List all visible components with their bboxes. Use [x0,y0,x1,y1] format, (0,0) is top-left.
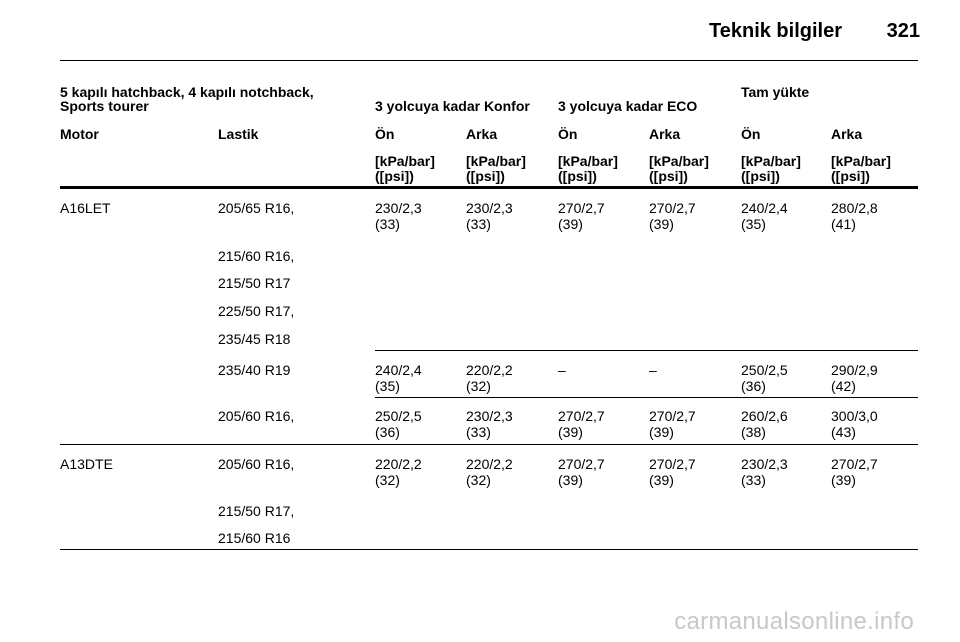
pressure-psi: (33) [466,216,491,232]
pressure-kpa: 230/2,3 [375,200,422,216]
row-rule [375,397,918,398]
col-rear-eco: Arka [649,126,681,142]
unit-psi: ([psi]) [831,168,870,184]
row-rule [60,444,918,445]
pressure-psi: (35) [741,216,766,232]
col-rear-konfor: Arka [466,126,498,142]
pressure-psi: (39) [558,424,583,440]
col-front-full: Ön [741,126,761,142]
col-front-konfor: Ön [375,126,395,142]
pressure-kpa: 270/2,7 [649,456,696,472]
row-rule [375,350,918,351]
page-header: Teknik bilgiler 321 [0,0,960,64]
page-title: Teknik bilgiler [709,20,842,42]
pressure-psi: (38) [741,424,766,440]
pressure-kpa: 230/2,3 [466,200,513,216]
engine-cell: A16LET [60,200,111,216]
unit-kpa: [kPa/bar] [649,153,709,169]
pressure-psi: (39) [558,216,583,232]
pressure-psi: (33) [466,424,491,440]
col-front-eco: Ön [558,126,578,142]
tire-cell: 235/40 R19 [218,362,291,378]
unit-kpa: [kPa/bar] [466,153,526,169]
pressure-psi: (36) [741,378,766,394]
pressure-kpa: 230/2,3 [466,408,513,424]
pressure-kpa: 270/2,7 [649,200,696,216]
pressure-psi: (33) [741,472,766,488]
unit-psi: ([psi]) [375,168,414,184]
pressure-kpa: 300/3,0 [831,408,878,424]
vehicle-type-line2: Sports tourer [60,98,149,114]
unit-kpa: [kPa/bar] [741,153,801,169]
pressure-psi: (32) [375,472,400,488]
pressure-kpa: 270/2,7 [558,456,605,472]
engine-cell: A13DTE [60,456,113,472]
unit-kpa: [kPa/bar] [558,153,618,169]
group-konfor: 3 yolcuya kadar Konfor [375,98,530,114]
group-eco: 3 yolcuya kadar ECO [558,98,698,114]
tire-cell: 205/60 R16, [218,408,295,424]
pressure-kpa: 290/2,9 [831,362,878,378]
pressure-kpa: 270/2,7 [831,456,878,472]
pressure-psi: (39) [649,472,674,488]
pressure-kpa: – [649,362,657,378]
unit-psi: ([psi]) [741,168,780,184]
col-lastik: Lastik [218,126,259,142]
col-rear-full: Arka [831,126,863,142]
pressure-psi: (32) [466,378,491,394]
tire-cell: 205/65 R16, [218,200,295,216]
pressure-psi: (33) [375,216,400,232]
tire-cell: 235/45 R18 [218,331,291,347]
tire-cell: 215/60 R16, [218,248,295,264]
pressure-kpa: 220/2,2 [375,456,422,472]
pressure-psi: (41) [831,216,856,232]
pressure-psi: (39) [831,472,856,488]
page-number: 321 [886,20,920,42]
unit-kpa: [kPa/bar] [375,153,435,169]
pressure-psi: (43) [831,424,856,440]
pressure-kpa: 220/2,2 [466,456,513,472]
pressure-psi: (39) [649,216,674,232]
pressure-kpa: 230/2,3 [741,456,788,472]
tire-cell: 215/60 R16 [218,530,291,546]
pressure-kpa: 250/2,5 [375,408,422,424]
group-full-load: Tam yükte [741,84,810,100]
pressure-kpa: 270/2,7 [558,408,605,424]
tire-cell: 225/50 R17, [218,303,295,319]
pressure-kpa: 240/2,4 [375,362,422,378]
pressure-psi: (39) [558,472,583,488]
tire-cell: 215/50 R17, [218,503,295,519]
pressure-kpa: 220/2,2 [466,362,513,378]
watermark: carmanualsonline.info [674,608,914,635]
unit-psi: ([psi]) [466,168,505,184]
pressure-psi: (32) [466,472,491,488]
pressure-psi: (42) [831,378,856,394]
pressure-kpa: 260/2,6 [741,408,788,424]
pressure-psi: (39) [649,424,674,440]
unit-kpa: [kPa/bar] [831,153,891,169]
pressure-kpa: 240/2,4 [741,200,788,216]
header-bottom-rule [60,186,918,189]
pressure-kpa: 250/2,5 [741,362,788,378]
table-bottom-rule [60,549,918,550]
tire-cell: 205/60 R16, [218,456,295,472]
vehicle-type-line1: 5 kapılı hatchback, 4 kapılı notchback, [60,84,314,100]
pressure-kpa: – [558,362,566,378]
pressure-kpa: 270/2,7 [649,408,696,424]
pressure-psi: (35) [375,378,400,394]
col-motor: Motor [60,126,99,142]
unit-psi: ([psi]) [558,168,597,184]
unit-psi: ([psi]) [649,168,688,184]
tire-cell: 215/50 R17 [218,275,291,291]
pressure-psi: (36) [375,424,400,440]
header-rule [60,60,918,61]
pressure-kpa: 270/2,7 [558,200,605,216]
pressure-kpa: 280/2,8 [831,200,878,216]
